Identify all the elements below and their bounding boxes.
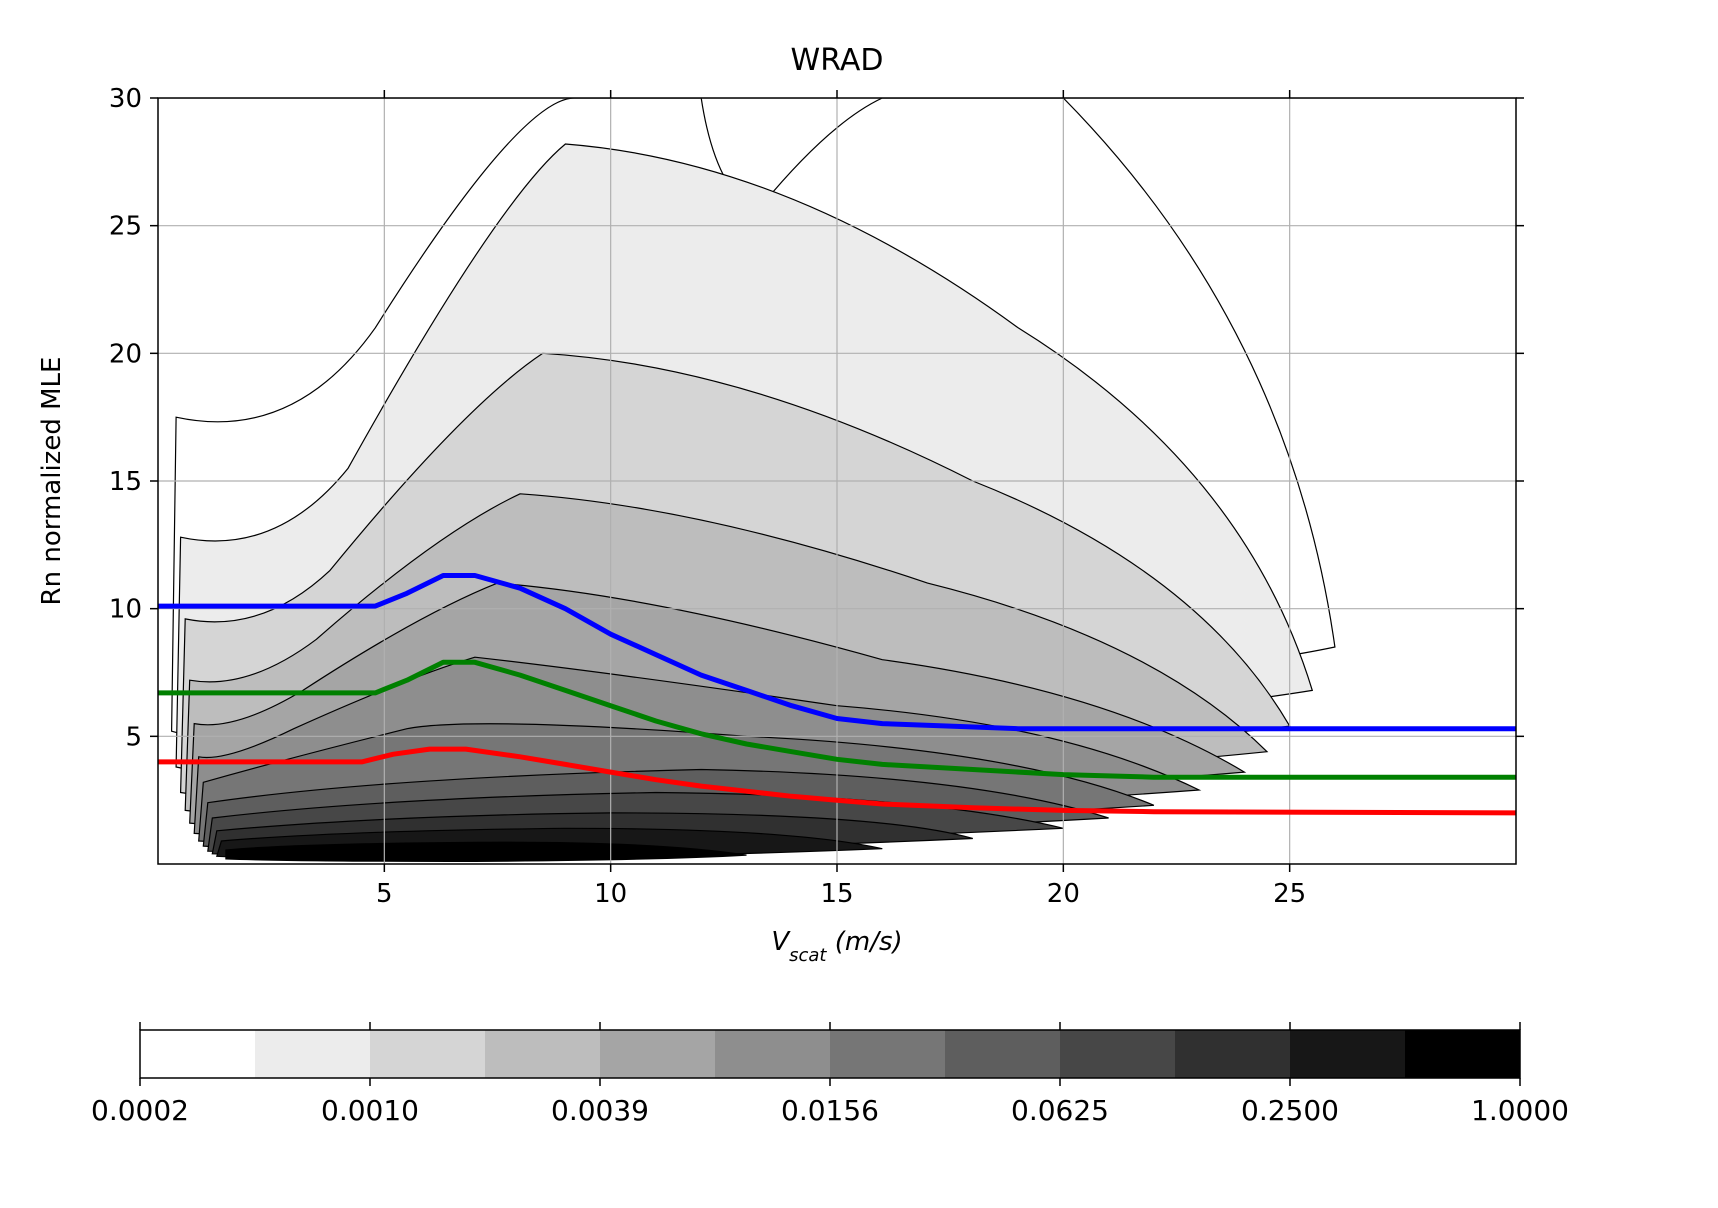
xtick-label: 10 bbox=[594, 879, 627, 909]
colorbar-segment bbox=[255, 1030, 371, 1078]
colorbar-segment bbox=[140, 1030, 256, 1078]
colorbar-segment bbox=[370, 1030, 486, 1078]
xtick-label: 15 bbox=[820, 879, 853, 909]
xtick-label: 25 bbox=[1273, 879, 1306, 909]
colorbar-segment bbox=[715, 1030, 831, 1078]
colorbar-tick-label: 0.0625 bbox=[1011, 1094, 1109, 1127]
chart-svg: WRAD51015202551015202530Vscat (m/s)Rn no… bbox=[20, 20, 1718, 1188]
colorbar-segment bbox=[485, 1030, 601, 1078]
colorbar-segment bbox=[1405, 1030, 1521, 1078]
ytick-label: 5 bbox=[125, 722, 142, 752]
colorbar-tick-label: 1.0000 bbox=[1471, 1094, 1569, 1127]
y-axis-label: Rn normalized MLE bbox=[37, 357, 67, 606]
colorbar-tick-label: 0.0002 bbox=[91, 1094, 189, 1127]
xtick-label: 5 bbox=[376, 879, 393, 909]
colorbar-segment bbox=[1175, 1030, 1291, 1078]
colorbar-segment bbox=[830, 1030, 946, 1078]
ytick-label: 10 bbox=[109, 595, 142, 625]
colorbar-tick-label: 0.0010 bbox=[321, 1094, 419, 1127]
colorbar-segment bbox=[600, 1030, 716, 1078]
ytick-label: 25 bbox=[109, 212, 142, 242]
ytick-label: 20 bbox=[109, 339, 142, 369]
chart-container: WRAD51015202551015202530Vscat (m/s)Rn no… bbox=[20, 20, 1718, 1188]
colorbar-segment bbox=[1060, 1030, 1176, 1078]
colorbar-tick-label: 0.2500 bbox=[1241, 1094, 1339, 1127]
ytick-label: 15 bbox=[109, 467, 142, 497]
chart-title: WRAD bbox=[791, 43, 884, 78]
ytick-label: 30 bbox=[109, 84, 142, 114]
colorbar-segment bbox=[1290, 1030, 1406, 1078]
xtick-label: 20 bbox=[1047, 879, 1080, 909]
colorbar-tick-label: 0.0156 bbox=[781, 1094, 879, 1127]
colorbar-segment bbox=[945, 1030, 1061, 1078]
colorbar-tick-label: 0.0039 bbox=[551, 1094, 649, 1127]
